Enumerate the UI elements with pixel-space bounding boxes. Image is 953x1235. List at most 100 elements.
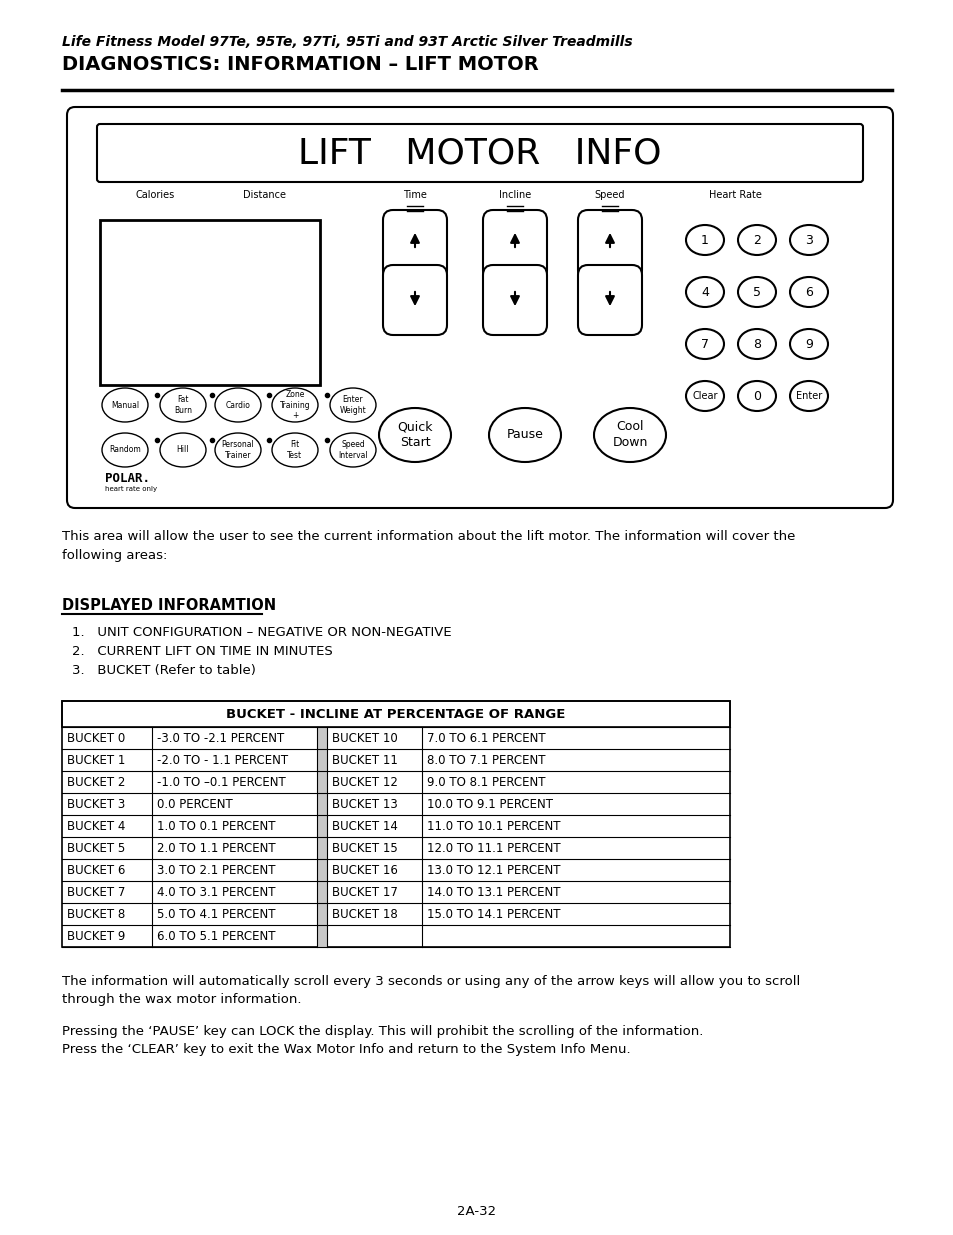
- Text: 6.0 TO 5.1 PERCENT: 6.0 TO 5.1 PERCENT: [157, 930, 275, 944]
- Text: Cool
Down: Cool Down: [612, 420, 647, 450]
- Text: LIFT   MOTOR   INFO: LIFT MOTOR INFO: [298, 136, 661, 170]
- Text: 13.0 TO 12.1 PERCENT: 13.0 TO 12.1 PERCENT: [427, 864, 560, 878]
- Text: 4: 4: [700, 285, 708, 299]
- Ellipse shape: [685, 329, 723, 359]
- Text: BUCKET 10: BUCKET 10: [332, 732, 397, 746]
- Bar: [62, 701, 729, 727]
- Text: DISPLAYED INFORAMTION: DISPLAYED INFORAMTION: [62, 598, 275, 613]
- Text: Cardio: Cardio: [225, 400, 251, 410]
- Text: 5.0 TO 4.1 PERCENT: 5.0 TO 4.1 PERCENT: [157, 909, 275, 921]
- Text: Pause: Pause: [506, 429, 543, 441]
- Ellipse shape: [489, 408, 560, 462]
- Text: 8.0 TO 7.1 PERCENT: 8.0 TO 7.1 PERCENT: [427, 755, 545, 767]
- Text: BUCKET 13: BUCKET 13: [332, 799, 397, 811]
- Text: DIAGNOSTICS: INFORMATION – LIFT MOTOR: DIAGNOSTICS: INFORMATION – LIFT MOTOR: [62, 56, 538, 74]
- Text: heart rate only: heart rate only: [105, 487, 157, 492]
- Text: BUCKET 4: BUCKET 4: [67, 820, 125, 834]
- Text: BUCKET 0: BUCKET 0: [67, 732, 125, 746]
- Bar: [62, 701, 729, 947]
- Text: Enter
Weight: Enter Weight: [339, 395, 366, 415]
- Text: BUCKET 14: BUCKET 14: [332, 820, 397, 834]
- Text: BUCKET 17: BUCKET 17: [332, 887, 397, 899]
- Ellipse shape: [789, 225, 827, 254]
- Ellipse shape: [330, 433, 375, 467]
- Text: BUCKET 7: BUCKET 7: [67, 887, 125, 899]
- FancyBboxPatch shape: [382, 266, 447, 335]
- Text: 6: 6: [804, 285, 812, 299]
- Text: 9: 9: [804, 337, 812, 351]
- Ellipse shape: [160, 388, 206, 422]
- Text: 4.0 TO 3.1 PERCENT: 4.0 TO 3.1 PERCENT: [157, 887, 275, 899]
- Text: BUCKET 12: BUCKET 12: [332, 777, 397, 789]
- Text: Distance: Distance: [243, 190, 286, 200]
- Bar: [100, 220, 319, 385]
- Ellipse shape: [272, 388, 317, 422]
- Ellipse shape: [789, 277, 827, 308]
- Text: Fit
Test: Fit Test: [287, 441, 302, 459]
- FancyBboxPatch shape: [578, 266, 641, 335]
- Text: BUCKET 11: BUCKET 11: [332, 755, 397, 767]
- Text: Zone
Training
+: Zone Training +: [279, 390, 310, 420]
- Text: BUCKET 15: BUCKET 15: [332, 842, 397, 856]
- Ellipse shape: [272, 433, 317, 467]
- Ellipse shape: [738, 225, 775, 254]
- Ellipse shape: [789, 382, 827, 411]
- Text: 15.0 TO 14.1 PERCENT: 15.0 TO 14.1 PERCENT: [427, 909, 560, 921]
- Text: Enter: Enter: [795, 391, 821, 401]
- Ellipse shape: [738, 382, 775, 411]
- Text: 7.0 TO 6.1 PERCENT: 7.0 TO 6.1 PERCENT: [427, 732, 545, 746]
- Text: 10.0 TO 9.1 PERCENT: 10.0 TO 9.1 PERCENT: [427, 799, 553, 811]
- Text: BUCKET 8: BUCKET 8: [67, 909, 125, 921]
- Ellipse shape: [594, 408, 665, 462]
- Text: BUCKET 16: BUCKET 16: [332, 864, 397, 878]
- Text: 3.   BUCKET (Refer to table): 3. BUCKET (Refer to table): [71, 664, 255, 677]
- Ellipse shape: [685, 225, 723, 254]
- Ellipse shape: [214, 388, 261, 422]
- Text: BUCKET 5: BUCKET 5: [67, 842, 125, 856]
- FancyBboxPatch shape: [578, 210, 641, 280]
- Text: 14.0 TO 13.1 PERCENT: 14.0 TO 13.1 PERCENT: [427, 887, 560, 899]
- Text: BUCKET 18: BUCKET 18: [332, 909, 397, 921]
- Text: Pressing the ‘PAUSE’ key can LOCK the display. This will prohibit the scrolling : Pressing the ‘PAUSE’ key can LOCK the di…: [62, 1025, 702, 1056]
- Text: Personal
Trainer: Personal Trainer: [221, 441, 254, 459]
- Ellipse shape: [102, 388, 148, 422]
- Text: 3.0 TO 2.1 PERCENT: 3.0 TO 2.1 PERCENT: [157, 864, 275, 878]
- Text: Time: Time: [402, 190, 427, 200]
- Text: Clear: Clear: [692, 391, 717, 401]
- Text: 2.0 TO 1.1 PERCENT: 2.0 TO 1.1 PERCENT: [157, 842, 275, 856]
- Text: 1.   UNIT CONFIGURATION – NEGATIVE OR NON-NEGATIVE: 1. UNIT CONFIGURATION – NEGATIVE OR NON-…: [71, 626, 451, 638]
- Text: BUCKET 9: BUCKET 9: [67, 930, 125, 944]
- Text: POLAR.: POLAR.: [105, 472, 150, 485]
- Text: BUCKET 3: BUCKET 3: [67, 799, 125, 811]
- Text: 9.0 TO 8.1 PERCENT: 9.0 TO 8.1 PERCENT: [427, 777, 545, 789]
- FancyBboxPatch shape: [482, 210, 546, 280]
- Text: 5: 5: [752, 285, 760, 299]
- Ellipse shape: [330, 388, 375, 422]
- Ellipse shape: [738, 329, 775, 359]
- Text: Calories: Calories: [135, 190, 174, 200]
- Text: -3.0 TO -2.1 PERCENT: -3.0 TO -2.1 PERCENT: [157, 732, 284, 746]
- Text: 2.   CURRENT LIFT ON TIME IN MINUTES: 2. CURRENT LIFT ON TIME IN MINUTES: [71, 645, 333, 658]
- Ellipse shape: [102, 433, 148, 467]
- Text: 2: 2: [752, 233, 760, 247]
- Text: 11.0 TO 10.1 PERCENT: 11.0 TO 10.1 PERCENT: [427, 820, 560, 834]
- Text: Hill: Hill: [176, 446, 189, 454]
- Text: 1.0 TO 0.1 PERCENT: 1.0 TO 0.1 PERCENT: [157, 820, 275, 834]
- Text: 3: 3: [804, 233, 812, 247]
- Text: 2A-32: 2A-32: [456, 1205, 497, 1218]
- Text: -2.0 TO - 1.1 PERCENT: -2.0 TO - 1.1 PERCENT: [157, 755, 288, 767]
- Text: Incline: Incline: [498, 190, 531, 200]
- Text: BUCKET 2: BUCKET 2: [67, 777, 125, 789]
- Ellipse shape: [160, 433, 206, 467]
- FancyBboxPatch shape: [67, 107, 892, 508]
- Text: BUCKET - INCLINE AT PERCENTAGE OF RANGE: BUCKET - INCLINE AT PERCENTAGE OF RANGE: [226, 709, 565, 721]
- Text: This area will allow the user to see the current information about the lift moto: This area will allow the user to see the…: [62, 530, 795, 562]
- Text: 0.0 PERCENT: 0.0 PERCENT: [157, 799, 233, 811]
- Text: -1.0 TO –0.1 PERCENT: -1.0 TO –0.1 PERCENT: [157, 777, 286, 789]
- Text: 7: 7: [700, 337, 708, 351]
- Text: Random: Random: [109, 446, 141, 454]
- Text: BUCKET 6: BUCKET 6: [67, 864, 125, 878]
- Text: Heart Rate: Heart Rate: [708, 190, 760, 200]
- Text: The information will automatically scroll every 3 seconds or using any of the ar: The information will automatically scrol…: [62, 974, 800, 1007]
- FancyBboxPatch shape: [97, 124, 862, 182]
